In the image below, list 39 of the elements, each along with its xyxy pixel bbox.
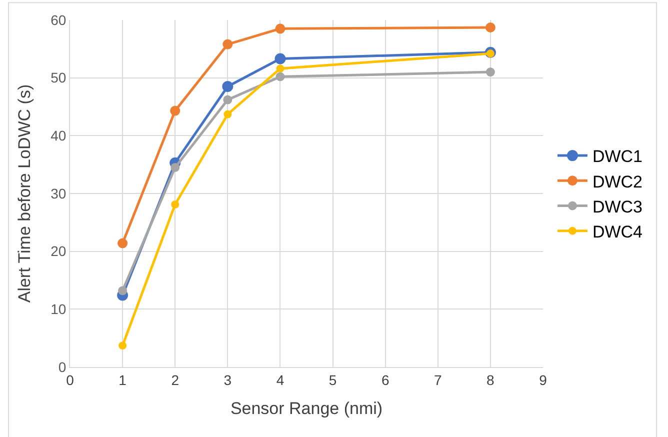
point (222, 81, 234, 92)
point (224, 110, 232, 118)
x-tick-label: 7 (434, 372, 442, 388)
x-tick-label: 9 (539, 372, 548, 388)
point (222, 39, 233, 50)
y-tick-label: 10 (50, 301, 66, 318)
point (118, 286, 128, 296)
x-tick-label: 3 (224, 372, 232, 388)
legend-label: DWC2 (592, 172, 643, 192)
point (275, 24, 286, 34)
point (118, 342, 127, 350)
x-tick-label: 2 (171, 372, 180, 388)
y-tick-label: 30 (50, 185, 66, 202)
y-tick-label: 50 (50, 70, 66, 86)
y-tick-label: 40 (50, 128, 66, 144)
point (276, 72, 285, 82)
x-tick-label: 8 (486, 372, 495, 388)
point (486, 68, 495, 77)
point (223, 95, 232, 104)
legend-label: DWC1 (592, 147, 643, 166)
x-axis-title: Sensor Range (nmi) (230, 399, 383, 418)
point (170, 106, 180, 116)
x-tick-label: 5 (328, 372, 337, 388)
legend-label: DWC4 (592, 222, 643, 242)
point (486, 50, 494, 58)
point (276, 64, 284, 73)
point (171, 200, 180, 208)
point (170, 162, 180, 172)
y-axis-title: Alert Time before LoDWC (s) (15, 84, 34, 303)
x-tick-label: 6 (381, 372, 390, 388)
x-tick-label: 4 (276, 372, 284, 388)
y-tick-label: 60 (50, 12, 66, 28)
x-tick-label: 1 (118, 372, 127, 388)
legend-label: DWC3 (592, 197, 643, 216)
point (274, 53, 286, 64)
point (485, 22, 496, 33)
y-tick-label: 0 (58, 358, 66, 375)
point (118, 238, 128, 248)
y-tick-label: 20 (50, 243, 66, 260)
